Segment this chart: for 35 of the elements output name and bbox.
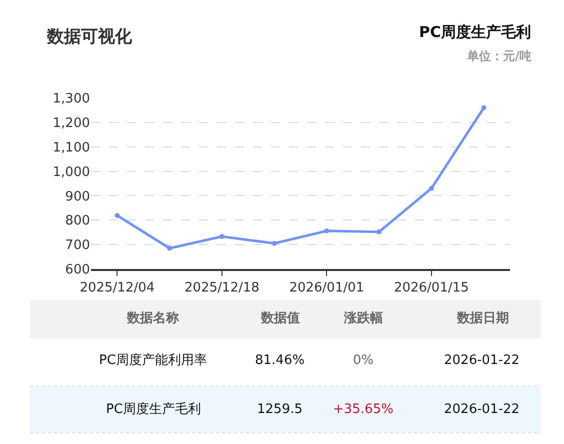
text: +35.65% (333, 402, 394, 417)
text: 1259.5 (257, 402, 302, 417)
chart-title: PC周度生产毛利 (419, 23, 532, 41)
y-tick-label: 700 (65, 238, 90, 254)
y-tick-label: 1,100 (52, 140, 90, 156)
text: PC周度产能利用率 (99, 352, 207, 368)
chart-subtitle: 单位：元/吨 (466, 49, 532, 63)
point (481, 105, 486, 110)
text: 数据名称 (126, 311, 180, 326)
x-tick-label: 2026/01/15 (394, 280, 469, 296)
y-tick-label: 1,200 (52, 116, 90, 131)
text: 0% (353, 353, 374, 368)
text: 涨跌幅 (343, 311, 383, 326)
x-tick-label: 2025/12/04 (80, 280, 155, 296)
text: 数据值 (260, 311, 300, 326)
text: 2026-01-22 (444, 402, 520, 417)
x-tick-label: 2025/12/18 (184, 280, 260, 296)
point (272, 240, 277, 246)
x-tick-label: 2026/01/01 (289, 280, 364, 296)
y-tick-label: 800 (65, 214, 90, 229)
y-tick-label: 1,000 (52, 164, 90, 180)
point (167, 246, 172, 251)
y-tick-label: 1,300 (52, 92, 90, 107)
point (376, 229, 382, 234)
point (219, 234, 224, 240)
text: 81.46% (255, 353, 305, 368)
text: 2026-01-22 (444, 353, 520, 368)
point (324, 228, 330, 234)
text: 数据可视化 (46, 27, 133, 47)
text: 数据日期 (456, 311, 509, 326)
point (428, 186, 434, 191)
point (114, 213, 120, 218)
y-tick-label: 600 (65, 262, 90, 278)
y-tick-label: 900 (65, 189, 90, 204)
text: PC周度生产毛利 (106, 401, 201, 417)
